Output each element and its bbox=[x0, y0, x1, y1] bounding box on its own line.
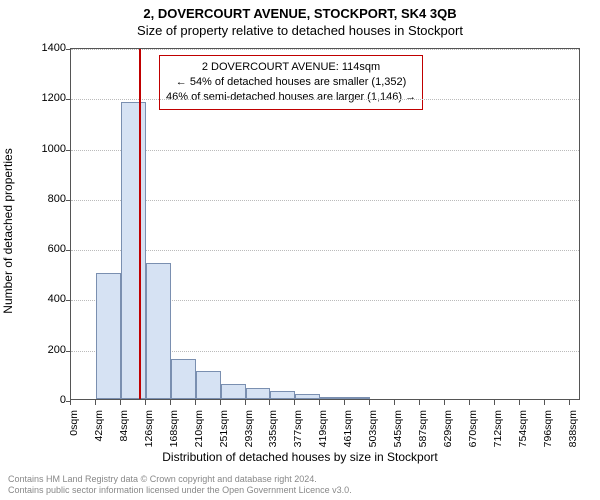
x-tick-label: 42sqm bbox=[93, 410, 105, 442]
callout-line-3: 46% of semi-detached houses are larger (… bbox=[166, 90, 416, 105]
histogram-bar bbox=[221, 384, 246, 399]
y-tick-mark bbox=[66, 99, 71, 100]
callout-line-1: 2 DOVERCOURT AVENUE: 114sqm bbox=[166, 60, 416, 75]
x-tick-label: 838sqm bbox=[567, 410, 579, 447]
plot-area: 2 DOVERCOURT AVENUE: 114sqm ← 54% of det… bbox=[70, 48, 580, 400]
x-tick-label: 293sqm bbox=[243, 410, 255, 447]
y-tick-label: 600 bbox=[26, 243, 66, 255]
histogram-bar bbox=[121, 102, 146, 399]
x-tick-label: 126sqm bbox=[143, 410, 155, 447]
x-tick-label: 796sqm bbox=[542, 410, 554, 447]
x-tick-mark bbox=[569, 400, 570, 405]
x-tick-label: 377sqm bbox=[292, 410, 304, 447]
x-tick-mark bbox=[494, 400, 495, 405]
histogram-bar bbox=[320, 397, 345, 400]
histogram-bar bbox=[196, 371, 221, 399]
x-tick-mark bbox=[319, 400, 320, 405]
x-tick-label: 545sqm bbox=[392, 410, 404, 447]
callout-box: 2 DOVERCOURT AVENUE: 114sqm ← 54% of det… bbox=[159, 55, 423, 110]
x-axis-title: Distribution of detached houses by size … bbox=[0, 450, 600, 464]
footer-attribution: Contains HM Land Registry data © Crown c… bbox=[8, 474, 352, 496]
x-tick-mark bbox=[95, 400, 96, 405]
marker-line bbox=[139, 49, 141, 399]
x-tick-mark bbox=[419, 400, 420, 405]
x-tick-label: 587sqm bbox=[417, 410, 429, 447]
x-tick-mark bbox=[120, 400, 121, 405]
histogram-bar bbox=[96, 273, 121, 399]
y-axis-title: Number of detached properties bbox=[1, 148, 15, 313]
x-tick-label: 335sqm bbox=[267, 410, 279, 447]
x-tick-mark bbox=[294, 400, 295, 405]
footer-line-2: Contains public sector information licen… bbox=[8, 485, 352, 496]
x-tick-label: 84sqm bbox=[118, 410, 130, 442]
callout-line-2: ← 54% of detached houses are smaller (1,… bbox=[166, 75, 416, 90]
x-tick-mark bbox=[344, 400, 345, 405]
x-tick-label: 503sqm bbox=[367, 410, 379, 447]
grid-line bbox=[71, 200, 579, 201]
x-tick-label: 670sqm bbox=[467, 410, 479, 447]
x-tick-mark bbox=[444, 400, 445, 405]
x-tick-mark bbox=[220, 400, 221, 405]
x-tick-label: 0sqm bbox=[68, 410, 80, 436]
histogram-bar bbox=[270, 391, 295, 399]
x-tick-mark bbox=[145, 400, 146, 405]
y-tick-label: 200 bbox=[26, 344, 66, 356]
histogram-bar bbox=[171, 359, 196, 399]
x-tick-label: 461sqm bbox=[342, 410, 354, 447]
y-tick-label: 0 bbox=[26, 394, 66, 406]
y-tick-label: 1200 bbox=[26, 92, 66, 104]
x-tick-label: 210sqm bbox=[193, 410, 205, 447]
x-tick-mark bbox=[469, 400, 470, 405]
x-tick-mark bbox=[269, 400, 270, 405]
y-tick-mark bbox=[66, 351, 71, 352]
x-tick-mark bbox=[544, 400, 545, 405]
x-tick-mark bbox=[519, 400, 520, 405]
x-tick-mark bbox=[70, 400, 71, 405]
y-tick-label: 400 bbox=[26, 293, 66, 305]
x-tick-mark bbox=[394, 400, 395, 405]
y-tick-label: 1000 bbox=[26, 143, 66, 155]
histogram-bar bbox=[246, 388, 271, 399]
grid-line bbox=[71, 250, 579, 251]
y-tick-mark bbox=[66, 250, 71, 251]
x-tick-mark bbox=[170, 400, 171, 405]
footer-line-1: Contains HM Land Registry data © Crown c… bbox=[8, 474, 352, 485]
y-tick-label: 1400 bbox=[26, 42, 66, 54]
x-tick-label: 629sqm bbox=[442, 410, 454, 447]
y-tick-mark bbox=[66, 300, 71, 301]
y-tick-label: 800 bbox=[26, 193, 66, 205]
x-tick-label: 712sqm bbox=[492, 410, 504, 447]
y-tick-mark bbox=[66, 150, 71, 151]
grid-line bbox=[71, 49, 579, 50]
grid-line bbox=[71, 99, 579, 100]
histogram-bar bbox=[295, 394, 320, 399]
x-tick-label: 754sqm bbox=[517, 410, 529, 447]
histogram-bar bbox=[345, 397, 370, 400]
x-tick-label: 168sqm bbox=[168, 410, 180, 447]
chart-title: 2, DOVERCOURT AVENUE, STOCKPORT, SK4 3QB bbox=[0, 0, 600, 21]
grid-line bbox=[71, 150, 579, 151]
x-tick-mark bbox=[369, 400, 370, 405]
x-tick-label: 419sqm bbox=[317, 410, 329, 447]
x-tick-mark bbox=[245, 400, 246, 405]
x-tick-mark bbox=[195, 400, 196, 405]
chart-subtitle: Size of property relative to detached ho… bbox=[0, 21, 600, 42]
histogram-bar bbox=[146, 263, 171, 399]
y-tick-mark bbox=[66, 49, 71, 50]
y-tick-mark bbox=[66, 200, 71, 201]
x-tick-label: 251sqm bbox=[218, 410, 230, 447]
